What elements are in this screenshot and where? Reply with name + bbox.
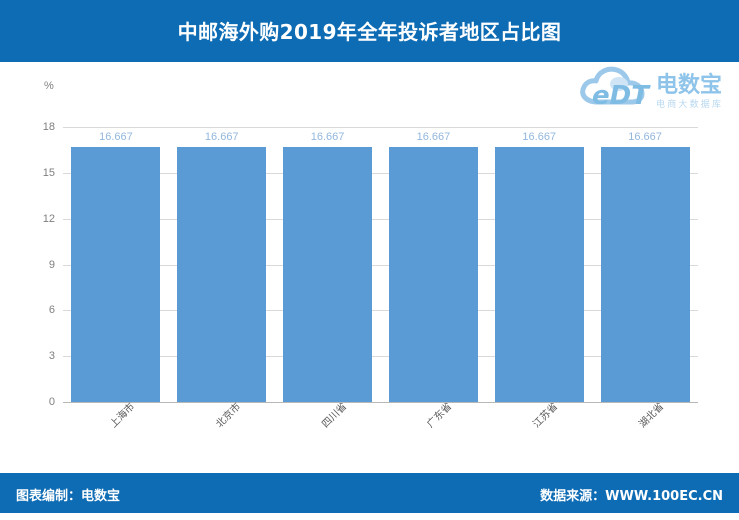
bar-value-label: 16.667 xyxy=(310,131,345,144)
bar-value-label: 16.667 xyxy=(99,131,133,144)
x-axis-tick-label: 广东省 xyxy=(425,401,455,431)
logo-edt-text: eDT xyxy=(592,81,651,111)
y-axis-tick-label: 3 xyxy=(48,350,55,363)
brand-logo: eDT 电数宝 电商大数据库 xyxy=(578,64,736,116)
gridline: 0 xyxy=(49,396,698,408)
footer-author-text: 图表编制：电数宝 xyxy=(16,489,121,504)
y-axis-unit-label: % xyxy=(44,80,54,92)
gridline: 6 xyxy=(49,304,698,316)
page-title: 中邮海外购2019年全年投诉者地区占比图 xyxy=(177,20,562,44)
bars-group: 16.667 16.667 16.667 16.667 16.667 16.667 xyxy=(63,127,698,402)
chart-canvas: % 0 3 6 9 12 15 18 16.667 16.667 16.667 16.667 16.… xyxy=(0,65,739,455)
bar[interactable] xyxy=(600,147,690,402)
plot-area: 0 3 6 9 12 15 18 16.667 16.667 16.667 16.667 16.66… xyxy=(43,121,698,408)
bar-slot: 16.667 xyxy=(275,127,381,402)
gridline: 15 xyxy=(43,167,698,179)
bar[interactable] xyxy=(177,147,267,402)
bar[interactable] xyxy=(494,147,584,402)
bar-value-label: 16.667 xyxy=(416,131,451,144)
x-axis-tick-label: 四川省 xyxy=(319,401,349,431)
y-axis-tick-label: 18 xyxy=(42,121,55,133)
logo-brand-text: 电数宝 xyxy=(656,72,722,98)
bar-slot: 16.667 xyxy=(169,127,275,402)
bar-value-label: 16.667 xyxy=(628,131,662,144)
bar-value-label: 16.667 xyxy=(204,131,239,144)
gridline: 9 xyxy=(49,259,698,271)
x-axis-labels-group: 上海市 北京市 四川省 广东省 江苏省 湖北省 xyxy=(63,401,698,455)
gridline: 3 xyxy=(49,350,698,362)
logo-tagline-text: 电商大数据库 xyxy=(656,98,723,110)
x-axis-tick-label: 北京市 xyxy=(213,401,243,431)
x-axis-tick-label: 上海市 xyxy=(108,401,138,431)
y-axis-tick-label: 0 xyxy=(48,396,55,408)
title-divider xyxy=(0,62,739,65)
y-axis-tick-label: 6 xyxy=(48,304,55,317)
footer-source-text: 数据来源：WWW.100EC.CN xyxy=(540,489,723,504)
footer-bar: 图表编制：电数宝 数据来源：WWW.100EC.CN xyxy=(0,473,739,513)
logo-cloud-icon: eDT 电数宝 电商大数据库 xyxy=(580,66,723,111)
x-axis-tick-label: 湖北省 xyxy=(637,401,667,431)
bar[interactable] xyxy=(283,147,372,402)
title-bar: 中邮海外购2019年全年投诉者地区占比图 xyxy=(0,0,739,62)
bar-slot: 16.667 xyxy=(592,127,698,402)
bar-slot: 16.667 xyxy=(63,127,169,402)
bar-slot: 16.667 xyxy=(486,127,592,402)
bar[interactable] xyxy=(71,147,161,402)
gridline: 12 xyxy=(43,213,698,225)
x-axis-tick-label: 江苏省 xyxy=(531,401,561,431)
bar-slot: 16.667 xyxy=(381,127,487,402)
gridline: 18 xyxy=(43,121,698,133)
y-axis-tick-label: 12 xyxy=(42,212,55,225)
bar[interactable] xyxy=(388,147,478,402)
y-axis-tick-label: 9 xyxy=(48,258,55,271)
bar-value-label: 16.667 xyxy=(522,131,557,144)
y-axis-tick-label: 15 xyxy=(42,166,55,179)
